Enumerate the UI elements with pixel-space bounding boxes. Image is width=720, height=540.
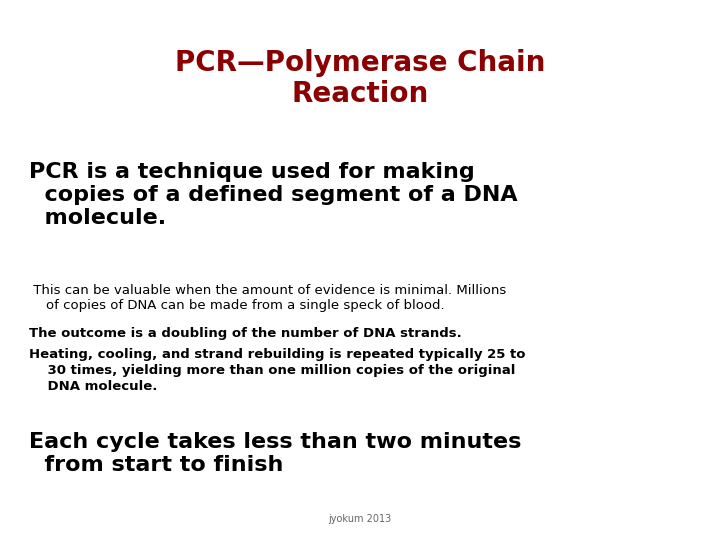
Text: jyokum 2013: jyokum 2013 <box>328 514 392 524</box>
Text: This can be valuable when the amount of evidence is minimal. Millions
    of cop: This can be valuable when the amount of … <box>29 284 506 313</box>
Text: Heating, cooling, and strand rebuilding is repeated typically 25 to
    30 times: Heating, cooling, and strand rebuilding … <box>29 348 526 393</box>
Text: The outcome is a doubling of the number of DNA strands.: The outcome is a doubling of the number … <box>29 327 462 340</box>
Text: Each cycle takes less than two minutes
  from start to finish: Each cycle takes less than two minutes f… <box>29 432 521 475</box>
Text: PCR is a technique used for making
  copies of a defined segment of a DNA
  mole: PCR is a technique used for making copie… <box>29 162 518 228</box>
Text: PCR—Polymerase Chain
Reaction: PCR—Polymerase Chain Reaction <box>175 49 545 108</box>
